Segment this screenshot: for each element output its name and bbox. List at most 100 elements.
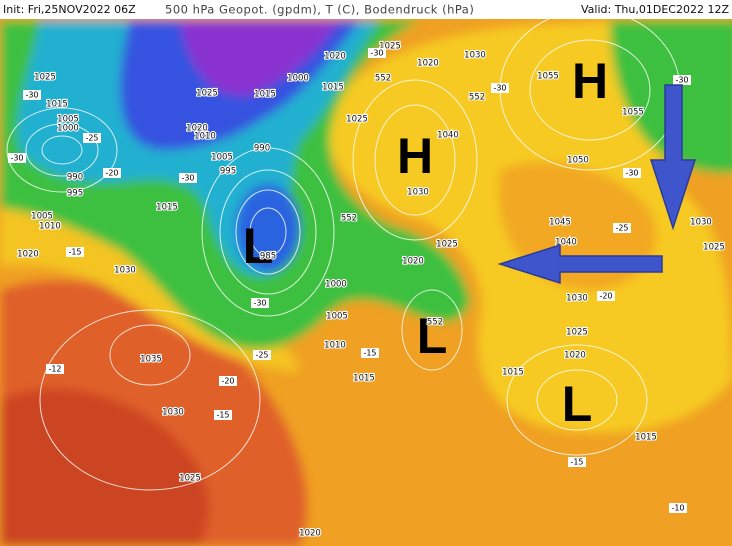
isobar <box>401 289 463 371</box>
field-region <box>180 20 340 96</box>
pressure-center: H <box>572 53 608 109</box>
temperature-label-box <box>83 133 101 143</box>
temperature-label-box <box>568 457 586 467</box>
isobar-label: 1020 <box>564 351 586 361</box>
isobar-label: 1015 <box>46 100 68 110</box>
isobar <box>235 189 301 275</box>
temperature-label: -20 <box>599 292 612 301</box>
isobar <box>374 104 456 216</box>
temperature-label-box <box>8 153 26 163</box>
temperature-label-box <box>23 90 41 100</box>
temperature-label: -30 <box>493 84 506 93</box>
geopotential-label: 552 <box>427 318 443 328</box>
isobar-label: 1050 <box>567 156 589 166</box>
temperature-label: -30 <box>625 169 638 178</box>
temperature-label: -20 <box>221 377 234 386</box>
temperature-label: -30 <box>181 174 194 183</box>
isobar-label: 1020 <box>186 124 208 134</box>
temperature-label: -15 <box>570 458 583 467</box>
isobar-label: 1005 <box>31 212 53 222</box>
isobar-label: 1005 <box>326 312 348 322</box>
pressure-center: L <box>417 308 448 364</box>
isobar-label: 995 <box>220 167 236 177</box>
temperature-label-box <box>46 364 64 374</box>
isobar-label: 1020 <box>324 52 346 62</box>
isobar-label: 1025 <box>179 474 201 484</box>
isobar <box>6 107 118 193</box>
isobar-label: 1025 <box>196 89 218 99</box>
temperature-label-box <box>673 75 691 85</box>
isobar-label: 1030 <box>464 51 486 61</box>
isobar-label: 1055 <box>537 72 559 82</box>
isobar-label: 1015 <box>353 374 375 384</box>
isobar <box>39 309 261 491</box>
isobar-label: 1005 <box>211 153 233 163</box>
isobar <box>41 135 83 165</box>
isobar-label: 1030 <box>566 294 588 304</box>
isobar-label: 1015 <box>635 433 657 443</box>
temperature-label-box <box>361 348 379 358</box>
temperature-label: -25 <box>615 224 628 233</box>
temperature-label-box <box>103 168 121 178</box>
isobar-label: 985 <box>260 252 276 262</box>
temperature-label-box <box>669 503 687 513</box>
arrow-down <box>649 84 697 231</box>
isobar-label: 1025 <box>566 328 588 338</box>
isobar-label: 1010 <box>324 341 346 351</box>
arrow-left <box>497 243 663 285</box>
isobar-label: 1015 <box>502 368 524 378</box>
temperature-label: -30 <box>370 49 383 58</box>
geopotential-label: 552 <box>469 93 485 103</box>
labels: HHLLL10251015100510009909951005101010201… <box>8 40 726 540</box>
isobar-label: 1025 <box>34 73 56 83</box>
field-region <box>0 388 209 546</box>
temperature-label: -10 <box>671 504 684 513</box>
isobar <box>529 39 651 141</box>
temperature-label-box <box>66 247 84 257</box>
isobar-label: 1015 <box>254 90 276 100</box>
isobar-label: 995 <box>67 189 83 199</box>
isobar-label: 1005 <box>57 115 79 125</box>
isobar-label: 1025 <box>346 115 368 125</box>
isobar <box>25 123 99 177</box>
isobar-label: 1015 <box>156 203 178 213</box>
isobar-label: 1010 <box>194 132 216 142</box>
isobar-label: 1030 <box>162 408 184 418</box>
isobar <box>201 147 335 317</box>
temperature-label-box <box>214 410 232 420</box>
arrows <box>497 84 697 285</box>
map-title: 500 hPa Geopot. (gpdm), T (C), Bodendruc… <box>165 3 474 17</box>
isobar-label: 990 <box>254 144 270 154</box>
temperature-label-box <box>219 376 237 386</box>
isobar-label: 1025 <box>436 240 458 250</box>
init-time: Init: Fri,25NOV2022 06Z <box>3 3 136 16</box>
isobar-label: 1025 <box>703 243 725 253</box>
temperature-label: -15 <box>363 349 376 358</box>
temperature-label: -20 <box>105 169 118 178</box>
pressure-center: L <box>562 376 593 432</box>
temperature-label: -12 <box>48 365 61 374</box>
isobar-label: 1000 <box>57 124 79 134</box>
isobar-label: 1010 <box>39 222 61 232</box>
isobar-label: 1030 <box>114 266 136 276</box>
temperature-label: -30 <box>253 299 266 308</box>
isobar-label: 1000 <box>287 74 309 84</box>
isobar-label: 1035 <box>140 355 162 365</box>
isobar <box>352 79 478 241</box>
temperature-label: -30 <box>25 91 38 100</box>
temperature-label-box <box>613 223 631 233</box>
isobars <box>6 9 681 491</box>
isobar <box>109 324 191 386</box>
temperature-label-box <box>251 298 269 308</box>
temperature-label: -30 <box>10 154 23 163</box>
temperature-label-box <box>253 350 271 360</box>
temperature-label: -25 <box>85 134 98 143</box>
isobar-label: 1015 <box>322 83 344 93</box>
isobar-label: 1020 <box>299 529 321 539</box>
geopotential-label: 552 <box>375 74 391 84</box>
temperature-label-box <box>597 291 615 301</box>
temperature-label: -25 <box>255 351 268 360</box>
pressure-center: H <box>397 128 433 184</box>
isobar <box>506 344 648 456</box>
